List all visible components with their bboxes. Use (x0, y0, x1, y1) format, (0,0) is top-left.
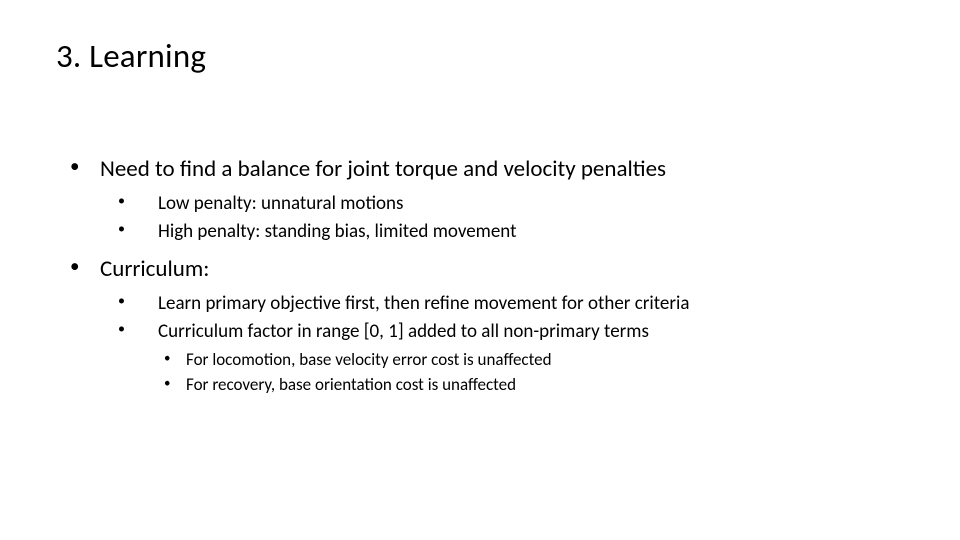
bullet-lvl2: Curriculum factor in range [0, 1] added … (100, 319, 904, 397)
bullet-lvl2: High penalty: standing bias, limited mov… (100, 219, 904, 245)
bullet-text: For recovery, base orientation cost is u… (186, 374, 516, 395)
slide: 3. Learning Need to find a balance for j… (0, 0, 960, 540)
bullet-text: High penalty: standing bias, limited mov… (158, 220, 516, 243)
slide-title: 3. Learning (56, 36, 904, 76)
sub-bullet-list: Learn primary objective first, then refi… (100, 291, 904, 396)
bullet-text: Curriculum factor in range [0, 1] added … (158, 320, 649, 343)
bullet-lvl1: Need to find a balance for joint torque … (56, 154, 904, 244)
bullet-text: Low penalty: unnatural motions (158, 192, 403, 215)
bullet-lvl2: Low penalty: unnatural motions (100, 191, 904, 217)
bullet-lvl2: Learn primary objective first, then refi… (100, 291, 904, 317)
bullet-lvl1: Curriculum: Learn primary objective firs… (56, 254, 904, 396)
bullet-text: Learn primary objective first, then refi… (158, 292, 689, 315)
sub-sub-bullet-list: For locomotion, base velocity error cost… (158, 349, 904, 397)
bullet-list: Need to find a balance for joint torque … (56, 154, 904, 397)
bullet-lvl3: For recovery, base orientation cost is u… (158, 374, 904, 397)
sub-bullet-list: Low penalty: unnatural motions High pena… (100, 191, 904, 244)
bullet-text: For locomotion, base velocity error cost… (186, 349, 552, 370)
bullet-text: Need to find a balance for joint torque … (100, 155, 666, 183)
bullet-text: Curriculum: (100, 255, 209, 283)
bullet-lvl3: For locomotion, base velocity error cost… (158, 349, 904, 372)
